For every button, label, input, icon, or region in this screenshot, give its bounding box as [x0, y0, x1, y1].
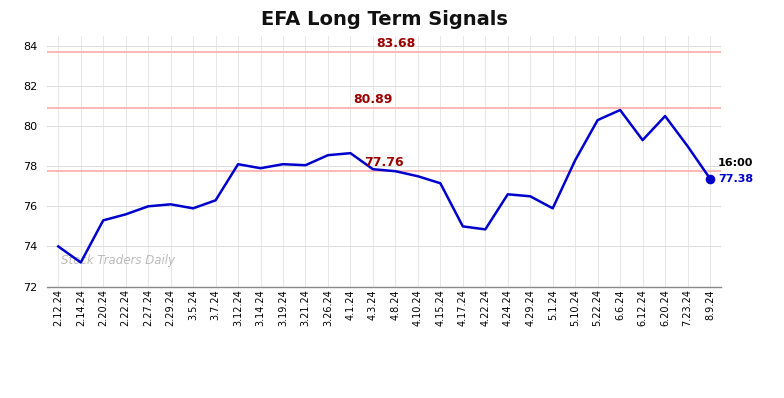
- Text: 77.38: 77.38: [718, 174, 753, 183]
- Text: 83.68: 83.68: [376, 37, 415, 50]
- Text: Stock Traders Daily: Stock Traders Daily: [60, 254, 175, 267]
- Point: [704, 176, 717, 182]
- Text: 16:00: 16:00: [718, 158, 753, 168]
- Title: EFA Long Term Signals: EFA Long Term Signals: [261, 10, 507, 29]
- Text: 80.89: 80.89: [354, 93, 393, 106]
- Text: 77.76: 77.76: [365, 156, 404, 169]
